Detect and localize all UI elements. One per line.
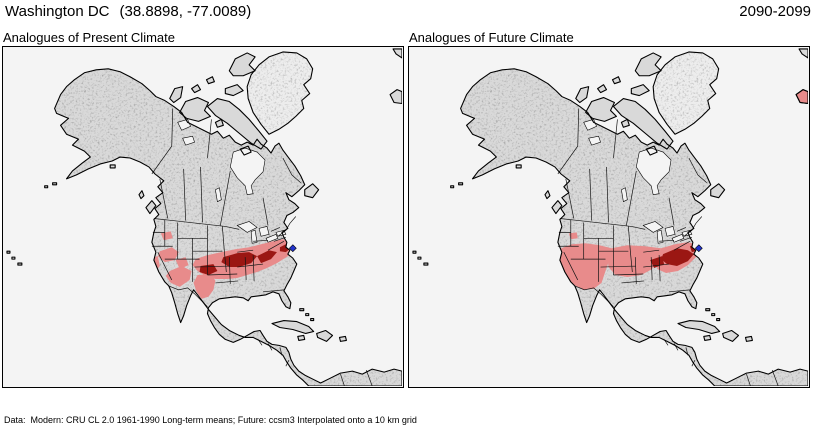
- time-period: 2090-2099: [739, 3, 811, 20]
- dc-location-marker: [288, 244, 297, 253]
- future-climate-map-panel: [408, 46, 810, 388]
- data-attribution: Data: Modern: CRU CL 2.0 1961-1990 Long-…: [4, 392, 652, 443]
- future-map-label: Analogues of Future Climate: [409, 30, 574, 45]
- analog-regions-present: [148, 231, 297, 299]
- location-name: Washington DC: [5, 3, 110, 20]
- analog-region-iceland: [795, 89, 808, 104]
- present-map-label: Analogues of Present Climate: [3, 30, 175, 45]
- present-climate-map: [6, 48, 402, 386]
- present-climate-map-panel: [2, 46, 404, 388]
- location-coordinates: (38.8898, -77.0089): [119, 3, 252, 20]
- dc-location-marker: [694, 244, 703, 253]
- attribution-data-line: Data: Modern: CRU CL 2.0 1961-1990 Long-…: [4, 415, 417, 425]
- page-title: Washington DC (38.8898, -77.0089): [5, 3, 251, 20]
- future-climate-map: [412, 48, 808, 386]
